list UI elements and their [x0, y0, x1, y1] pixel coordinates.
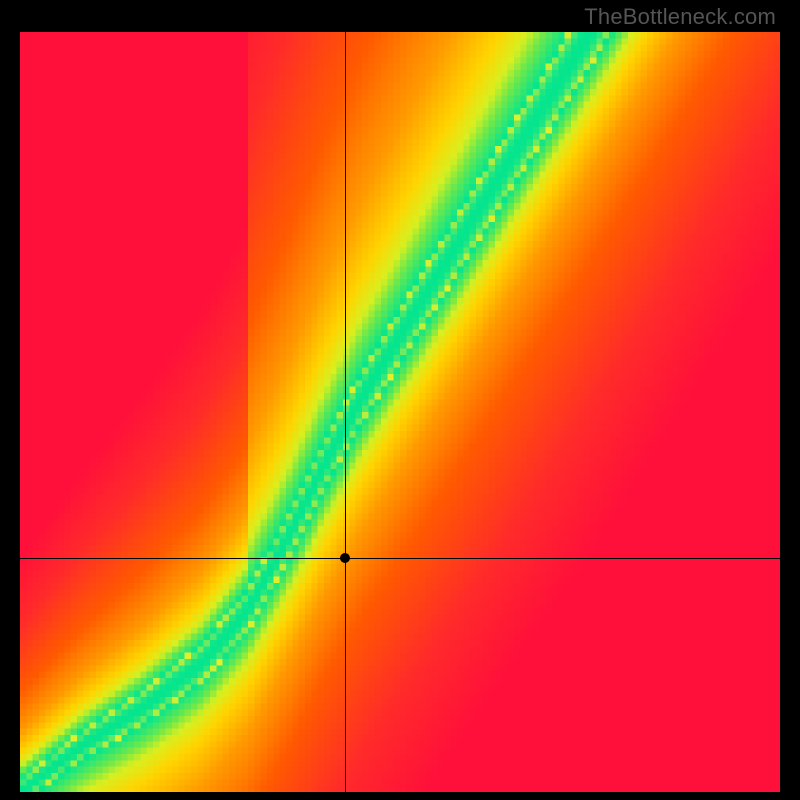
- crosshair-horizontal: [20, 558, 780, 559]
- chart-frame: TheBottleneck.com: [0, 0, 800, 800]
- heatmap-canvas: [20, 32, 780, 792]
- crosshair-vertical: [345, 32, 346, 792]
- watermark-text: TheBottleneck.com: [584, 4, 776, 30]
- marker-dot: [340, 553, 350, 563]
- plot-area: [20, 32, 780, 792]
